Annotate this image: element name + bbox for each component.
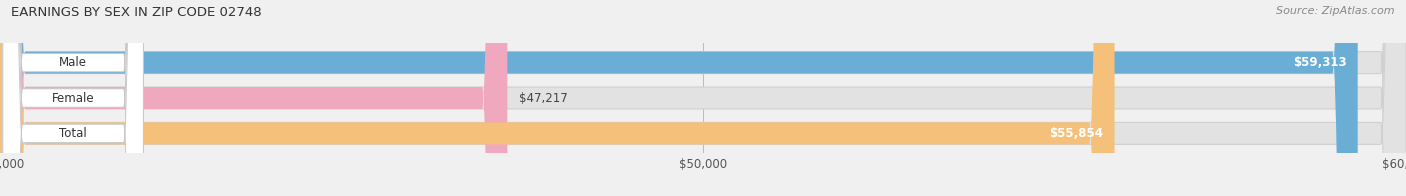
Text: Total: Total xyxy=(59,127,87,140)
Text: $47,217: $47,217 xyxy=(519,92,568,104)
FancyBboxPatch shape xyxy=(0,0,1358,196)
FancyBboxPatch shape xyxy=(3,0,143,196)
Text: Male: Male xyxy=(59,56,87,69)
Text: $59,313: $59,313 xyxy=(1294,56,1347,69)
FancyBboxPatch shape xyxy=(0,0,508,196)
Text: Source: ZipAtlas.com: Source: ZipAtlas.com xyxy=(1277,6,1395,16)
FancyBboxPatch shape xyxy=(3,0,143,196)
FancyBboxPatch shape xyxy=(3,0,143,196)
Text: $55,854: $55,854 xyxy=(1049,127,1104,140)
FancyBboxPatch shape xyxy=(0,0,1115,196)
Text: Female: Female xyxy=(52,92,94,104)
Text: EARNINGS BY SEX IN ZIP CODE 02748: EARNINGS BY SEX IN ZIP CODE 02748 xyxy=(11,6,262,19)
